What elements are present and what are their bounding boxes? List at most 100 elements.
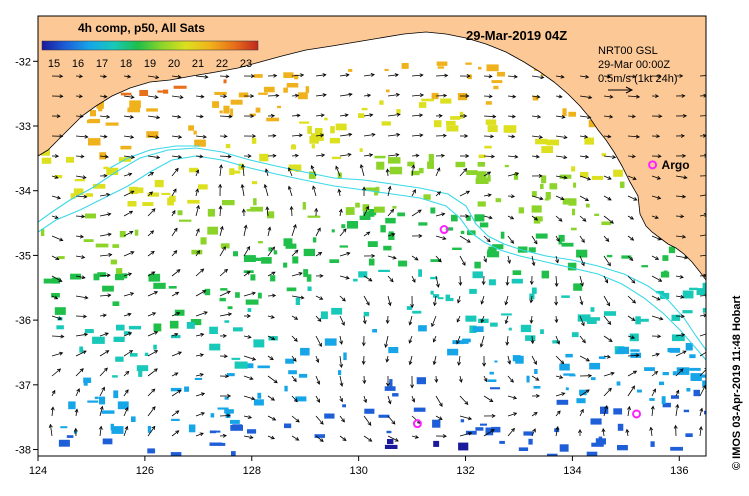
current-arrow	[507, 427, 515, 437]
sst-patch	[552, 340, 559, 344]
sst-patch	[253, 198, 257, 206]
current-arrow	[99, 350, 110, 357]
sst-patch	[204, 288, 211, 296]
current-arrow	[219, 433, 227, 438]
current-arrow	[219, 246, 226, 257]
current-arrow	[386, 376, 390, 387]
current-arrow	[603, 195, 612, 201]
sst-patch	[459, 340, 469, 344]
colorbar: 4h comp, p50, All Sats 15 16 17 18 19 20 21 22 2…	[41, 21, 259, 70]
current-arrow	[291, 355, 297, 362]
sst-patch	[84, 329, 94, 334]
sst-patch	[127, 201, 137, 207]
current-arrow	[315, 295, 324, 300]
current-arrow	[315, 73, 327, 78]
sst-patch	[93, 273, 100, 281]
sst-patch	[702, 380, 706, 387]
current-arrow	[579, 175, 592, 181]
current-arrow	[363, 153, 374, 158]
current-arrow	[361, 355, 366, 365]
current-arrow	[434, 375, 439, 384]
sst-patch	[219, 110, 223, 114]
sst-patch	[251, 137, 257, 144]
sst-patch	[392, 206, 397, 209]
sst-patch	[74, 179, 85, 182]
current-arrow	[48, 423, 53, 437]
sst-patch	[117, 401, 129, 410]
sst-patch	[207, 208, 215, 217]
sst-patch	[541, 175, 547, 184]
current-arrow	[220, 394, 232, 398]
sst-patch	[257, 292, 262, 299]
sst-patch	[412, 310, 422, 314]
x-tick-label-136: 136	[670, 465, 688, 477]
sst-patch	[430, 290, 434, 295]
current-arrow	[219, 94, 228, 99]
current-arrow	[291, 315, 299, 320]
sst-patch	[330, 126, 335, 134]
current-arrow	[433, 295, 437, 307]
current-arrow	[649, 426, 654, 437]
current-arrow	[459, 235, 471, 243]
sst-patch	[475, 427, 484, 431]
current-arrow	[483, 171, 492, 177]
current-arrow	[265, 206, 270, 217]
sst-patch	[528, 438, 533, 445]
sst-patch	[487, 174, 491, 182]
current-arrow	[675, 234, 687, 239]
sst-patch	[535, 138, 548, 145]
sst-patch	[189, 167, 199, 173]
sst-patch	[591, 175, 604, 180]
sst-patch	[419, 167, 424, 174]
current-arrow	[219, 333, 227, 338]
current-arrow	[99, 252, 113, 257]
current-arrow	[627, 235, 635, 241]
sst-patch	[51, 293, 60, 298]
current-arrow	[603, 387, 612, 397]
current-arrow	[483, 429, 495, 437]
current-arrow	[483, 74, 493, 79]
current-arrow	[267, 335, 276, 340]
sst-patch	[73, 188, 84, 196]
current-arrow	[435, 395, 443, 407]
current-arrow	[675, 113, 688, 118]
sst-patch	[224, 320, 230, 323]
current-arrow	[651, 215, 659, 219]
current-arrow	[579, 195, 590, 202]
info-block: NRT00 GSL 29-Mar 00:00Z 0.5m/s (1kt 24h)	[598, 45, 677, 94]
current-arrow	[505, 275, 510, 286]
sst-patch	[300, 347, 310, 356]
sst-patch	[311, 144, 315, 149]
current-arrow	[99, 386, 105, 397]
colorbar-label-17: 17	[96, 58, 108, 70]
current-arrow	[291, 223, 297, 237]
sst-patch	[270, 275, 276, 282]
current-arrow	[483, 235, 491, 243]
sst-patch	[384, 444, 398, 449]
sst-patch	[559, 363, 570, 371]
sst-patch	[554, 428, 560, 433]
current-arrow	[699, 115, 706, 117]
current-arrow	[460, 134, 469, 138]
sst-patch	[418, 325, 427, 332]
x-tick-label-124: 124	[29, 465, 47, 477]
sst-patch	[469, 288, 477, 294]
sst-patch	[286, 287, 297, 292]
current-arrow	[603, 235, 610, 242]
current-arrow	[315, 133, 325, 138]
current-arrow	[578, 428, 582, 436]
sst-patch	[445, 294, 450, 299]
current-arrow	[312, 185, 317, 197]
sst-patch	[223, 79, 227, 84]
current-arrow	[291, 295, 305, 300]
current-arrow	[460, 94, 470, 98]
current-arrow	[363, 395, 368, 404]
current-arrow	[627, 353, 640, 358]
current-arrow	[339, 152, 352, 157]
sst-patch	[490, 387, 501, 390]
current-arrow	[481, 275, 486, 286]
sst-patch	[472, 271, 483, 279]
sst-patch	[503, 125, 517, 133]
sst-patch	[540, 183, 544, 190]
sst-patch	[387, 439, 394, 445]
